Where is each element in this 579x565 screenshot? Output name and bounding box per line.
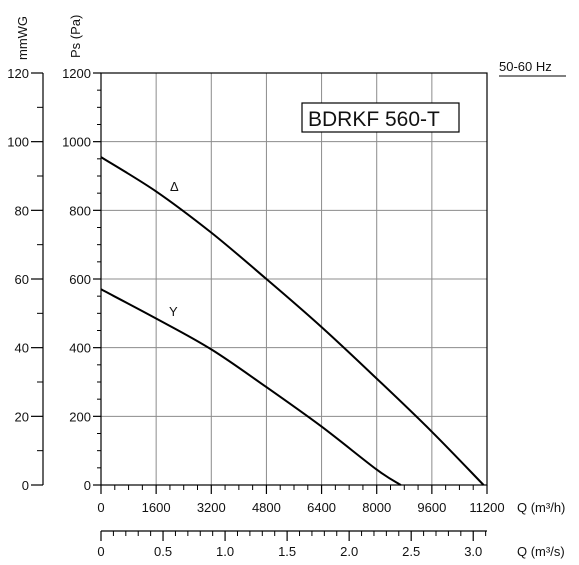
m3h-tick-label: 1600 <box>142 500 171 515</box>
chart-grid <box>101 73 487 485</box>
curves <box>100 156 485 486</box>
m3h-tick-label: 6400 <box>307 500 336 515</box>
m3s-tick-label: 1.5 <box>278 544 296 559</box>
m3s-tick-label: 1.0 <box>216 544 234 559</box>
m3s-tick-label: 0.5 <box>154 544 172 559</box>
mmwg-axis-label: mmWG <box>15 16 30 60</box>
pa-tick-label: 800 <box>69 203 91 218</box>
pa-tick-label: 200 <box>69 409 91 424</box>
pa-tick-label: 0 <box>84 478 91 493</box>
pa-tick-label: 400 <box>69 341 91 356</box>
series-y-label: Y <box>169 304 178 319</box>
series-label-delta: Δ <box>170 179 179 194</box>
m3h-tick-label: 8000 <box>362 500 391 515</box>
x-m3h-axis-label: Q (m³/h) <box>517 500 565 515</box>
pa-axis: 0 200 400 600 800 1000 1200 Ps (Pa) <box>62 15 101 493</box>
mmwg-tick-label: 20 <box>15 409 29 424</box>
pa-axis-label: Ps (Pa) <box>68 15 83 58</box>
m3s-tick-label: 3.0 <box>464 544 482 559</box>
title-frame <box>301 102 460 133</box>
m3s-tick-label: 2.5 <box>402 544 420 559</box>
pa-tick-label: 1200 <box>62 66 91 81</box>
pa-tick-label: 1000 <box>62 135 91 150</box>
mmwg-tick-label: 80 <box>15 203 29 218</box>
mmwg-axis: 0 20 40 60 80 100 120 mmWG <box>7 16 44 493</box>
x-m3s-axis-label: Q (m³/s) <box>517 544 565 559</box>
m3h-tick-label: 11200 <box>469 500 504 515</box>
m3s-tick-label: 2.0 <box>340 544 358 559</box>
mmwg-tick-label: 120 <box>7 66 29 81</box>
series-delta-label: Δ <box>170 179 179 194</box>
x-m3h-axis: 0 1600 3200 4800 6400 8000 9600 11200 Q (m³/h) <box>97 485 565 515</box>
mmwg-tick-label: 0 <box>22 478 29 493</box>
x-m3s-axis: 0 0.5 1.0 1.5 2.0 2.5 3.0 Q (m³/s) <box>97 530 565 559</box>
frequency-label: 50-60 Hz <box>499 59 552 74</box>
curve-y <box>100 288 402 486</box>
mmwg-tick-label: 100 <box>7 135 29 150</box>
m3h-tick-label: 3200 <box>197 500 226 515</box>
series-label-y: Y <box>169 304 178 319</box>
m3h-tick-label: 0 <box>97 500 104 515</box>
m3s-tick-label: 0 <box>97 544 104 559</box>
m3h-tick-label: 9600 <box>417 500 446 515</box>
pa-tick-label: 600 <box>69 272 91 287</box>
title-box: BDRKF 560-T <box>301 102 460 133</box>
chart-title: BDRKF 560-T <box>308 108 440 131</box>
mmwg-tick-label: 60 <box>15 272 29 287</box>
mmwg-tick-label: 40 <box>15 341 29 356</box>
m3h-tick-label: 4800 <box>252 500 281 515</box>
curve-delta <box>100 156 485 486</box>
frequency-note: 50-60 Hz <box>499 59 566 77</box>
